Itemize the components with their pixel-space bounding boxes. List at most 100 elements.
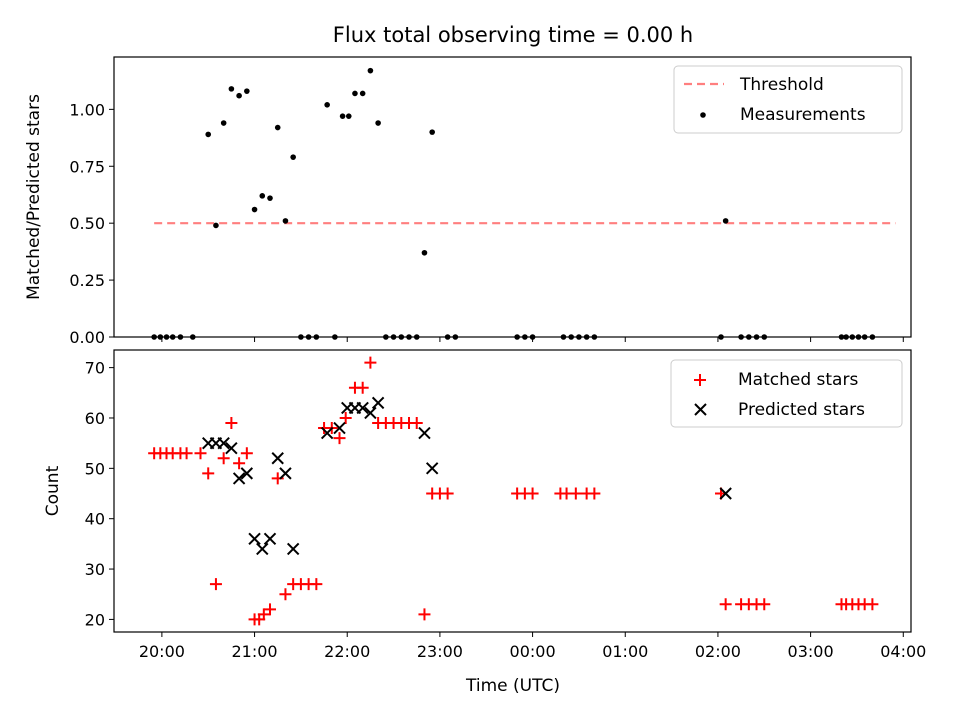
- matched-star-point: [271, 472, 284, 485]
- predicted-star-point: [240, 467, 254, 480]
- measurement-point: [429, 129, 435, 135]
- measurement-point: [274, 124, 281, 131]
- matched-star-point: [202, 467, 215, 480]
- predicted-star-point: [425, 462, 439, 475]
- matched-star-point: [356, 381, 369, 394]
- measurement-point: [290, 154, 296, 160]
- x-tick-label: 20:00: [139, 642, 185, 661]
- measurement-point: [375, 120, 381, 126]
- top-y-axis-label: Matched/Predicted stars: [24, 94, 44, 300]
- predicted-star-point: [356, 401, 369, 415]
- x-axis-label: Time (UTC): [465, 676, 560, 696]
- predicted-star-point: [333, 421, 346, 435]
- matched-star-point: [333, 432, 346, 445]
- top-y-tick-label: 0.00: [69, 328, 105, 347]
- matched-star-point: [441, 487, 454, 500]
- bottom-y-tick-label: 20: [85, 610, 105, 629]
- threshold-legend-label: Threshold: [739, 75, 824, 95]
- x-tick-label: 22:00: [324, 642, 370, 661]
- top-y-tick-label: 1.00: [69, 100, 105, 119]
- predicted-legend-swatch: [694, 403, 707, 416]
- top-plot-frame: [113, 56, 912, 338]
- matched-star-point: [180, 447, 193, 460]
- matched-star-point: [209, 578, 222, 591]
- matched-star-point: [310, 578, 323, 591]
- figure-title: Flux total observing time = 0.00 h: [333, 23, 693, 47]
- top-legend-box: [673, 65, 903, 134]
- measurement-point: [345, 113, 352, 119]
- measurement-point: [359, 90, 366, 97]
- measurement-point: [352, 90, 358, 97]
- top-subplot: 0.00 0.25 0.50 0.75 1.00 Matched/Predicted s…: [24, 56, 912, 347]
- matched-star-point: [217, 452, 230, 465]
- predicted-star-point: [271, 452, 284, 465]
- top-axes: 0.00 0.25 0.50 0.75 1.00: [69, 100, 904, 347]
- measurement-point: [324, 102, 330, 108]
- x-tick-label: 21:00: [232, 642, 278, 661]
- bottom-subplot: 20:00 21:00 22:00 23:00 00:00 01:00 02:00 03:00…: [43, 349, 926, 696]
- predicted-star-point: [320, 426, 334, 440]
- measurements-legend-label: Measurements: [740, 105, 866, 125]
- matched-star-point: [257, 608, 270, 621]
- measurement-point: [228, 86, 235, 92]
- matched-star-point: [264, 603, 277, 616]
- top-legend: Threshold Measurements: [673, 65, 903, 134]
- bottom-y-tick-label: 40: [85, 510, 105, 529]
- x-tick-label: 00:00: [510, 642, 556, 661]
- x-tick-label: 04:00: [880, 642, 926, 661]
- matched-star-point: [569, 487, 582, 500]
- matched-star-point: [339, 411, 352, 424]
- measurement-point: [722, 218, 729, 224]
- matched-star-point: [588, 487, 601, 500]
- bottom-legend-box: [670, 359, 903, 428]
- matched-star-point: [410, 417, 423, 430]
- measurement-point: [220, 120, 227, 126]
- top-y-tick-label: 0.50: [69, 214, 105, 233]
- measurement-point: [282, 218, 289, 224]
- matched-star-point: [758, 598, 771, 611]
- matched-star-point: [240, 447, 253, 460]
- bottom-plot-frame: [113, 349, 912, 633]
- bottom-y-tick-label: 30: [85, 560, 105, 579]
- predicted-star-point: [248, 532, 261, 546]
- predicted-star-point: [371, 396, 385, 410]
- predicted-star-point: [286, 542, 300, 556]
- predicted-star-point: [279, 467, 292, 480]
- predicted-star-point: [217, 436, 230, 450]
- top-y-tick-label: 0.25: [69, 271, 105, 290]
- measurement-point: [251, 206, 258, 213]
- measurement-point: [236, 92, 242, 99]
- predicted-star-point: [263, 532, 277, 546]
- top-y-tick-label: 0.75: [69, 157, 105, 176]
- matched-star-point: [719, 598, 732, 611]
- matched-star-point: [233, 457, 246, 470]
- predicted-star-point: [719, 487, 732, 500]
- bottom-y-tick-label: 70: [85, 359, 105, 378]
- matched-star-point: [526, 487, 539, 500]
- matched-legend-swatch: [694, 374, 706, 386]
- x-tick-label: 02:00: [695, 642, 741, 661]
- bottom-y-tick-label: 60: [85, 409, 105, 428]
- bottom-y-axis-label: Count: [43, 465, 63, 516]
- matched-star-point: [194, 447, 207, 460]
- bottom-legend: Matched stars Predicted stars: [670, 359, 903, 428]
- measurement-point: [339, 113, 346, 119]
- matched-star-point: [418, 608, 431, 621]
- predicted-star-point: [232, 472, 246, 485]
- matched-star-point: [279, 588, 292, 601]
- measurement-point: [213, 222, 219, 229]
- matched-star-point: [225, 417, 238, 430]
- measurement-point: [421, 249, 428, 256]
- x-tick-label: 01:00: [602, 642, 648, 661]
- measurement-point: [267, 195, 273, 201]
- measurement-point: [259, 193, 266, 199]
- x-tick-label: 03:00: [788, 642, 834, 661]
- predicted-star-point: [225, 441, 238, 455]
- measurement-point: [244, 88, 250, 94]
- predicted-star-point: [364, 406, 377, 420]
- matched-star-point: [866, 598, 879, 611]
- x-tick-label: 23:00: [417, 642, 463, 661]
- predicted-star-point: [256, 542, 269, 556]
- predicted-legend-label: Predicted stars: [738, 400, 865, 420]
